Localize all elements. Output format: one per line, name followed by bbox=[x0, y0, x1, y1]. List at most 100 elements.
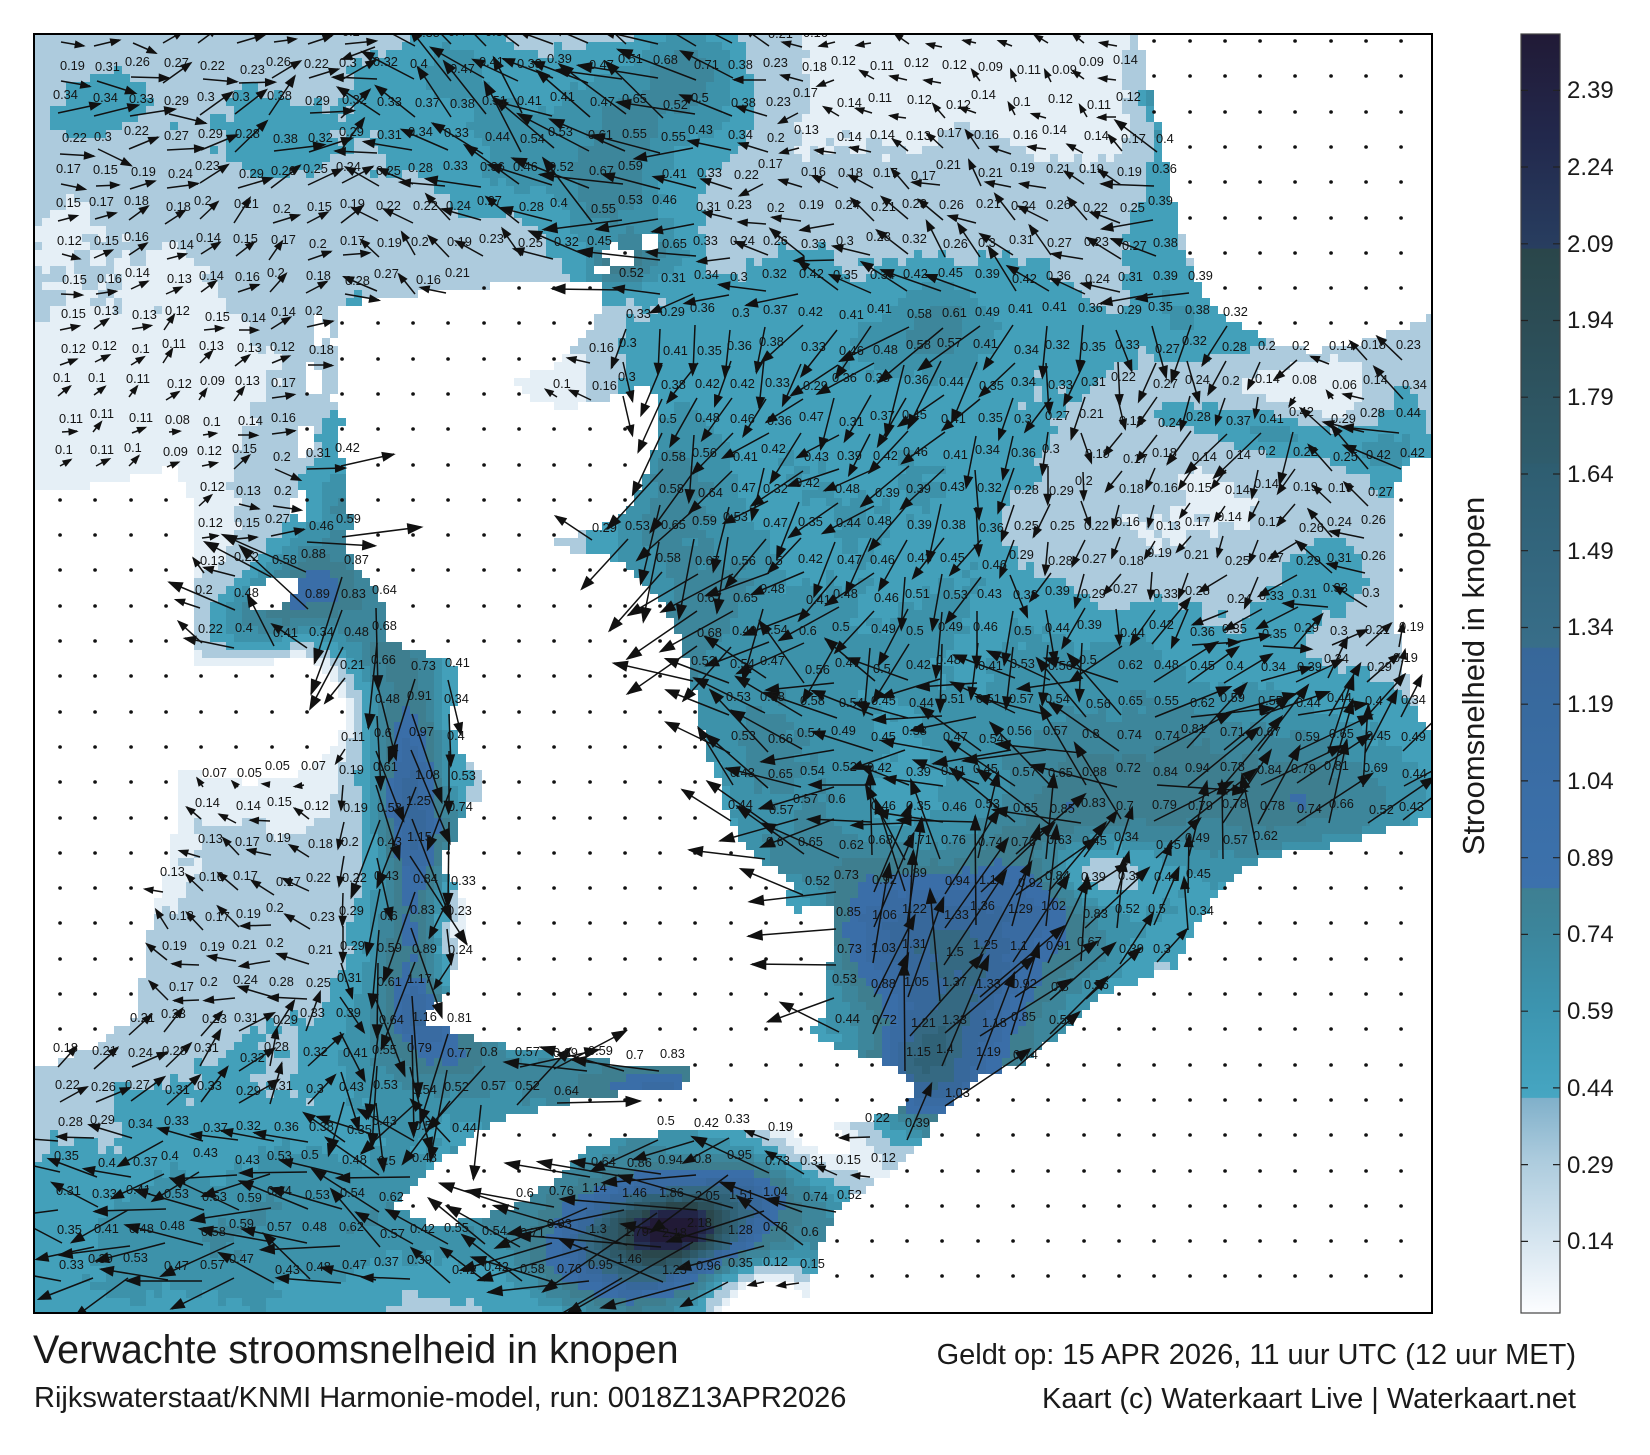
svg-text:0.44: 0.44 bbox=[1396, 405, 1421, 420]
svg-text:0.25: 0.25 bbox=[1225, 553, 1250, 568]
svg-text:0.56: 0.56 bbox=[805, 662, 830, 677]
svg-text:0.43: 0.43 bbox=[372, 1113, 397, 1128]
svg-text:0.96: 0.96 bbox=[696, 1258, 721, 1273]
svg-text:0.44: 0.44 bbox=[728, 797, 753, 812]
svg-text:0.42: 0.42 bbox=[1012, 271, 1037, 286]
svg-text:0.42: 0.42 bbox=[906, 657, 931, 672]
svg-text:0.2: 0.2 bbox=[767, 130, 785, 145]
svg-text:0.34: 0.34 bbox=[1189, 903, 1214, 918]
svg-text:0.36: 0.36 bbox=[832, 370, 857, 385]
svg-text:0.74: 0.74 bbox=[1117, 727, 1142, 742]
svg-text:0.24: 0.24 bbox=[1011, 198, 1036, 213]
svg-text:0.42: 0.42 bbox=[867, 760, 892, 775]
svg-text:0.39: 0.39 bbox=[336, 1005, 361, 1020]
svg-text:0.58: 0.58 bbox=[659, 481, 684, 496]
svg-text:0.26: 0.26 bbox=[266, 54, 291, 69]
svg-text:0.35: 0.35 bbox=[415, 25, 440, 40]
svg-text:0.52: 0.52 bbox=[1115, 901, 1140, 916]
svg-text:0.29: 0.29 bbox=[1081, 586, 1106, 601]
svg-text:0.62: 0.62 bbox=[839, 837, 864, 852]
svg-text:0.21: 0.21 bbox=[445, 265, 470, 280]
svg-text:0.36: 0.36 bbox=[904, 372, 929, 387]
svg-text:0.16: 0.16 bbox=[416, 272, 441, 287]
svg-text:0.81: 0.81 bbox=[1324, 758, 1349, 773]
svg-text:0.59: 0.59 bbox=[237, 1190, 262, 1205]
svg-text:0.2: 0.2 bbox=[1075, 473, 1093, 488]
svg-text:1.34: 1.34 bbox=[1567, 614, 1614, 641]
svg-text:0.11: 0.11 bbox=[126, 371, 150, 386]
svg-text:0.2: 0.2 bbox=[309, 236, 327, 251]
svg-text:0.74: 0.74 bbox=[1567, 921, 1614, 948]
svg-text:0.41: 0.41 bbox=[343, 1045, 368, 1060]
svg-text:0.54: 0.54 bbox=[1045, 691, 1070, 706]
svg-text:0.32: 0.32 bbox=[902, 231, 927, 246]
svg-text:0.27: 0.27 bbox=[1155, 341, 1180, 356]
svg-text:0.45: 0.45 bbox=[902, 407, 927, 422]
svg-text:0.66: 0.66 bbox=[1329, 796, 1354, 811]
svg-text:0.58: 0.58 bbox=[377, 800, 402, 815]
svg-text:0.17: 0.17 bbox=[937, 125, 962, 140]
svg-text:0.23: 0.23 bbox=[310, 909, 335, 924]
svg-text:0.68: 0.68 bbox=[653, 52, 678, 67]
svg-text:1.79: 1.79 bbox=[624, 1224, 649, 1239]
svg-text:0.34: 0.34 bbox=[694, 267, 719, 282]
svg-text:0.31: 0.31 bbox=[95, 59, 120, 74]
svg-text:0.55: 0.55 bbox=[1154, 693, 1179, 708]
svg-text:0.34: 0.34 bbox=[444, 691, 469, 706]
svg-text:0.12: 0.12 bbox=[904, 55, 929, 70]
svg-text:0.32: 0.32 bbox=[1223, 304, 1248, 319]
svg-text:1.19: 1.19 bbox=[1567, 691, 1614, 718]
svg-text:0.25: 0.25 bbox=[518, 235, 543, 250]
svg-text:0.36: 0.36 bbox=[1078, 300, 1103, 315]
svg-text:0.48: 0.48 bbox=[342, 1152, 367, 1167]
svg-text:0.51: 0.51 bbox=[905, 586, 930, 601]
svg-text:0.32: 0.32 bbox=[240, 1050, 265, 1065]
svg-text:0.74: 0.74 bbox=[1013, 1047, 1038, 1062]
svg-text:0.86: 0.86 bbox=[627, 1155, 652, 1170]
svg-text:1.16: 1.16 bbox=[412, 1009, 437, 1024]
svg-text:0.38: 0.38 bbox=[273, 131, 298, 146]
svg-text:0.13: 0.13 bbox=[200, 553, 225, 568]
svg-text:0.48: 0.48 bbox=[695, 410, 720, 425]
svg-text:1.49: 1.49 bbox=[1567, 538, 1614, 565]
svg-text:0.16: 0.16 bbox=[124, 229, 149, 244]
svg-text:0.19: 0.19 bbox=[131, 164, 156, 179]
svg-text:0.59: 0.59 bbox=[377, 940, 402, 955]
svg-text:0.05: 0.05 bbox=[237, 765, 262, 780]
svg-text:0.16: 0.16 bbox=[1013, 127, 1038, 142]
svg-text:0.28: 0.28 bbox=[1185, 583, 1210, 598]
svg-text:0.21: 0.21 bbox=[1079, 406, 1104, 421]
svg-text:0.74: 0.74 bbox=[448, 799, 473, 814]
svg-text:0.66: 0.66 bbox=[371, 652, 396, 667]
svg-text:0.47: 0.47 bbox=[731, 480, 756, 495]
svg-text:0.29: 0.29 bbox=[340, 938, 365, 953]
svg-text:1.18: 1.18 bbox=[982, 1015, 1007, 1030]
svg-text:0.42: 0.42 bbox=[798, 304, 823, 319]
svg-text:0.88: 0.88 bbox=[1082, 764, 1107, 779]
svg-text:0.44: 0.44 bbox=[1045, 620, 1070, 635]
svg-text:0.19: 0.19 bbox=[339, 762, 364, 777]
svg-text:0.53: 0.53 bbox=[548, 124, 573, 139]
svg-text:0.53: 0.53 bbox=[202, 1189, 227, 1204]
svg-text:0.54: 0.54 bbox=[800, 763, 825, 778]
svg-text:2.18: 2.18 bbox=[662, 1225, 687, 1240]
svg-text:0.22: 0.22 bbox=[234, 549, 259, 564]
svg-text:0.19: 0.19 bbox=[799, 197, 824, 212]
svg-text:0.43: 0.43 bbox=[377, 834, 402, 849]
svg-text:0.95: 0.95 bbox=[588, 1257, 613, 1272]
svg-text:0.41: 0.41 bbox=[663, 343, 688, 358]
svg-text:0.53: 0.53 bbox=[691, 653, 716, 668]
svg-text:0.57: 0.57 bbox=[1043, 723, 1068, 738]
svg-text:0.43: 0.43 bbox=[193, 1145, 218, 1160]
svg-text:0.48: 0.48 bbox=[302, 1219, 327, 1234]
svg-text:0.43: 0.43 bbox=[730, 765, 755, 780]
svg-text:0.11: 0.11 bbox=[1017, 62, 1041, 77]
svg-text:0.33: 0.33 bbox=[444, 125, 469, 140]
svg-text:0.12: 0.12 bbox=[197, 443, 222, 458]
svg-text:0.31: 0.31 bbox=[234, 1010, 259, 1025]
svg-text:0.34: 0.34 bbox=[1011, 374, 1036, 389]
svg-text:0.17: 0.17 bbox=[56, 161, 81, 176]
svg-text:0.22: 0.22 bbox=[55, 1077, 80, 1092]
svg-text:0.58: 0.58 bbox=[656, 550, 681, 565]
svg-text:0.21: 0.21 bbox=[936, 157, 961, 172]
